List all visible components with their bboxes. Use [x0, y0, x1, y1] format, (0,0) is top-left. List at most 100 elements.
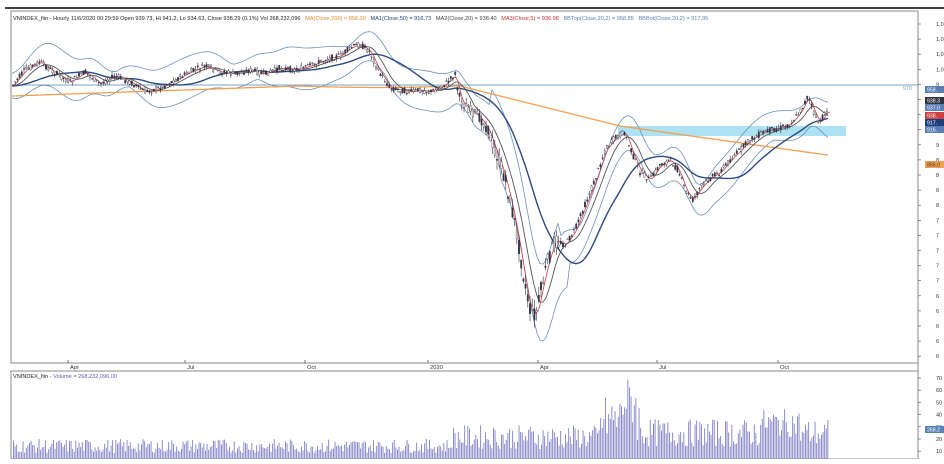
- candle-body: [130, 81, 133, 86]
- volume-bar: [141, 444, 142, 459]
- volume-bar: [400, 451, 402, 459]
- volume-bar: [78, 442, 80, 459]
- candle-body: [793, 120, 795, 122]
- candle-body: [282, 70, 285, 72]
- volume-bar: [181, 448, 182, 459]
- volume-bar: [529, 427, 531, 459]
- candle-body: [685, 191, 688, 194]
- volume-bar: [613, 420, 614, 459]
- candle-body: [544, 265, 547, 268]
- candle-body: [762, 131, 765, 134]
- volume-bar: [371, 450, 373, 459]
- volume-bar: [49, 446, 51, 459]
- volume-bar: [25, 447, 27, 459]
- volume-bar: [761, 418, 763, 459]
- candle-body: [621, 130, 624, 132]
- volume-bar: [395, 447, 397, 459]
- volume-bar: [745, 422, 747, 459]
- volume-bar: [153, 453, 155, 459]
- candle-body: [599, 164, 602, 167]
- candle-body: [335, 55, 338, 59]
- price-header: VNINDEX_fiin - Hourly 11/6/2020 00:29:59…: [13, 16, 708, 22]
- candle-body: [751, 136, 754, 140]
- volume-bar: [585, 445, 587, 459]
- volume-bar: [390, 452, 392, 459]
- volume-bar: [654, 419, 656, 459]
- volume-bar: [699, 422, 701, 459]
- candle-body: [14, 81, 17, 83]
- candle-body: [111, 74, 113, 78]
- volume-bar: [753, 424, 755, 459]
- volume-bar: [505, 439, 507, 459]
- candle-body: [799, 108, 802, 113]
- volume-bar: [366, 452, 368, 459]
- volume-bar: [657, 420, 659, 459]
- candle-body: [291, 71, 294, 73]
- candle-body: [441, 87, 443, 90]
- volume-bar: [717, 420, 718, 459]
- volume-bar: [248, 449, 250, 459]
- candle-body: [225, 72, 228, 74]
- volume-bar: [659, 424, 661, 459]
- candle-body: [639, 173, 641, 176]
- candle-body: [355, 43, 358, 46]
- candle-body: [324, 60, 327, 63]
- volume-bar: [606, 433, 608, 459]
- volume-bar: [683, 432, 685, 459]
- candle-body: [801, 107, 804, 109]
- candle-body: [93, 76, 96, 83]
- volume-bar: [728, 432, 730, 459]
- candle-body: [214, 67, 217, 69]
- volume-bar: [213, 440, 214, 459]
- candle-body: [753, 137, 756, 140]
- candle-body: [696, 191, 699, 195]
- volume-bar: [267, 446, 269, 459]
- candle-body: [350, 47, 353, 49]
- volume-bar: [515, 448, 517, 459]
- price-tag-label: 916.: [927, 128, 937, 134]
- volume-bar: [625, 408, 627, 459]
- candle-body: [777, 128, 780, 130]
- candle-body: [810, 103, 813, 107]
- volume-bar: [633, 405, 635, 459]
- volume-bar: [725, 421, 726, 459]
- volume-bar: [688, 421, 690, 459]
- volume-bar: [72, 448, 74, 459]
- candle-body: [575, 223, 578, 229]
- candle-body: [623, 132, 626, 136]
- volume-bar: [646, 437, 648, 459]
- candle-body: [555, 235, 558, 248]
- volume-bar: [270, 451, 272, 459]
- volume-bar: [528, 429, 530, 459]
- volume-bar: [680, 432, 682, 459]
- candle-body: [630, 148, 633, 153]
- volume-bar: [331, 448, 333, 459]
- volume-bar: [365, 442, 366, 459]
- volume-bar: [163, 450, 165, 459]
- candle-body: [25, 66, 28, 70]
- volume-bar: [814, 421, 816, 459]
- candle-body: [628, 145, 630, 147]
- y-tick-label: 6: [936, 309, 939, 315]
- volume-bar: [510, 447, 512, 459]
- volume-bar: [593, 425, 595, 459]
- candle-body: [515, 230, 518, 240]
- volume-bar: [227, 450, 229, 459]
- price-tag-label: 917.: [927, 121, 937, 127]
- volume-bar: [113, 453, 115, 459]
- candle-body: [564, 245, 567, 247]
- candle-body: [482, 123, 485, 128]
- volume-bar: [425, 439, 427, 459]
- volume-bar: [470, 445, 472, 459]
- y-tick-label: 7: [936, 218, 939, 224]
- candle-body: [368, 50, 371, 52]
- candle-body: [29, 64, 32, 71]
- candle-body: [656, 167, 659, 171]
- volume-bar: [787, 432, 789, 459]
- bollinger-bottom-line: [11, 60, 829, 342]
- volume-bar: [246, 443, 248, 459]
- volume-bar: [187, 440, 189, 459]
- candle-body: [218, 70, 221, 75]
- volume-bar: [225, 443, 227, 459]
- candle-body: [27, 67, 30, 69]
